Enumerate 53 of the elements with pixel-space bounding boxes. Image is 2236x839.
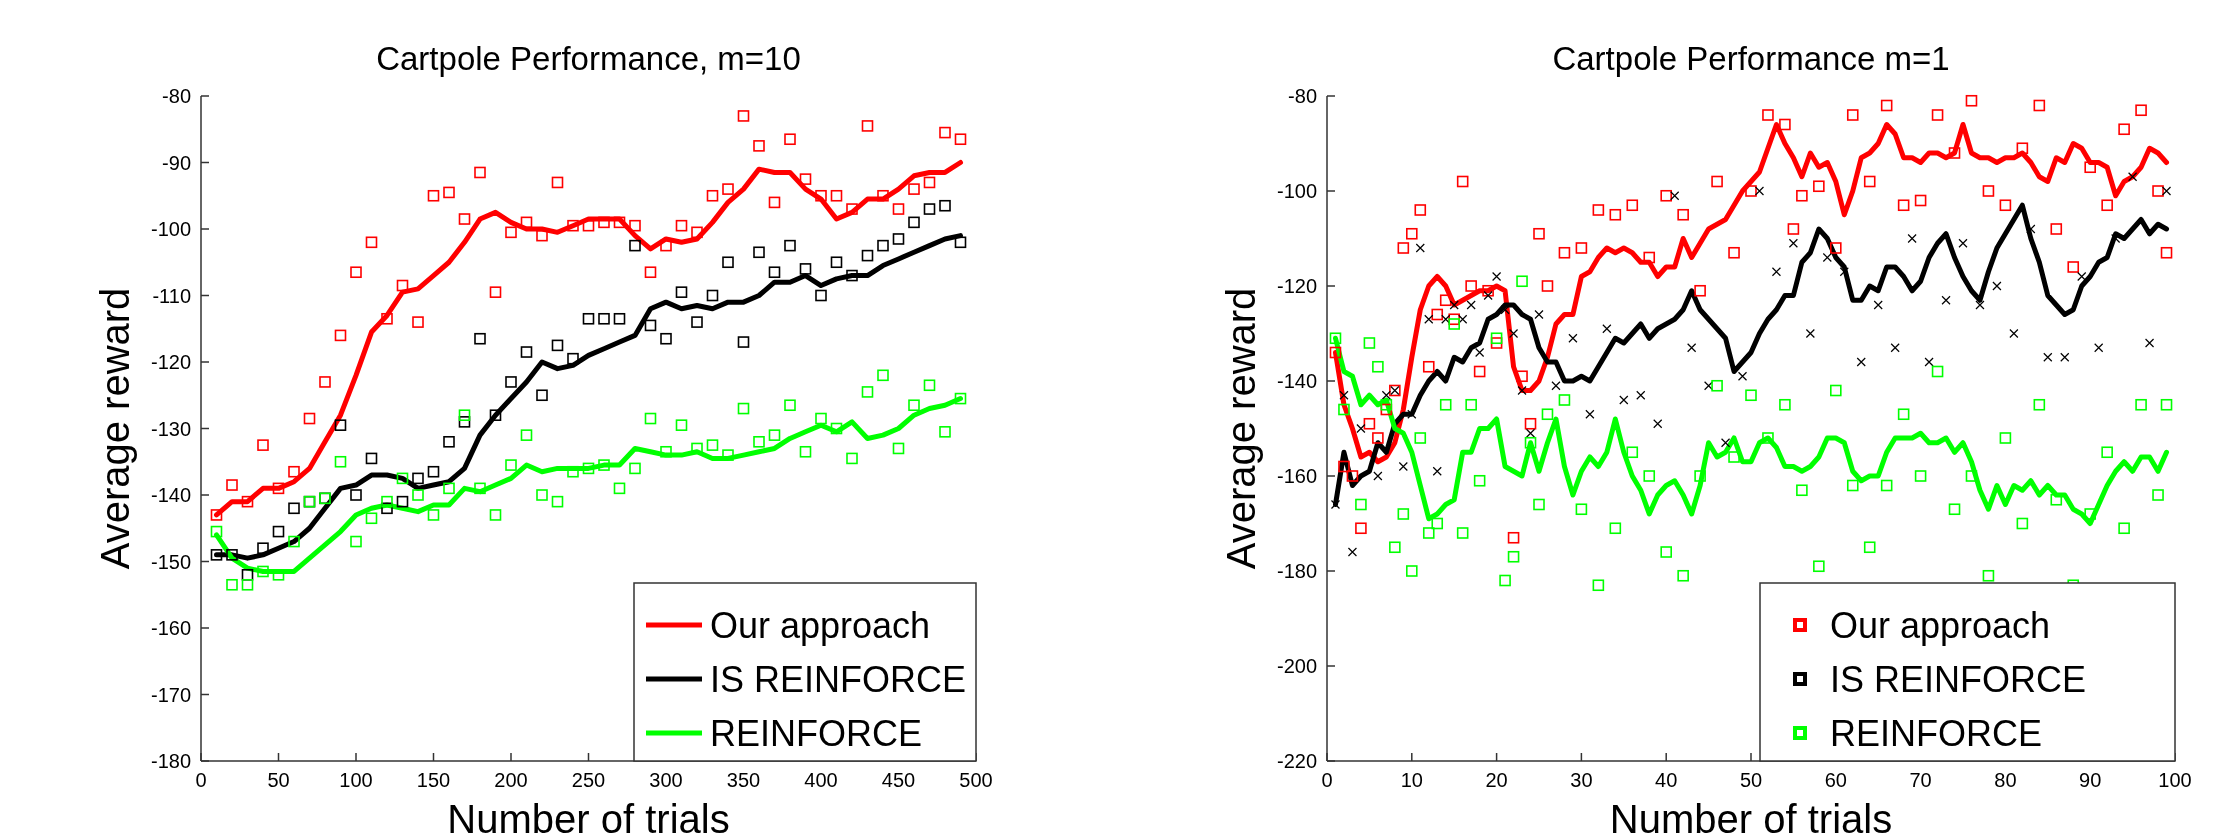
x-tick-label: 250 [571, 769, 606, 791]
x-tick-label: 70 [1909, 769, 1932, 791]
x-tick-label: 20 [1485, 769, 1508, 791]
x-tick-label: 300 [649, 769, 683, 791]
x-tick-label: 150 [416, 769, 451, 791]
x-axis-title: Number of trials [447, 797, 730, 839]
x-tick-label: 400 [804, 769, 838, 791]
y-tick-label: -220 [1276, 750, 1317, 772]
y-tick-label: -180 [150, 750, 191, 772]
legend-label: IS REINFORCE [710, 659, 967, 700]
y-tick-label: -120 [1276, 275, 1317, 297]
y-tick-label: -100 [150, 218, 191, 240]
y-tick-label: -160 [1276, 465, 1317, 487]
y-tick-label: -180 [1276, 560, 1317, 582]
x-tick-label: 30 [1570, 769, 1593, 791]
legend-label: REINFORCE [710, 713, 923, 754]
x-tick-label: 40 [1655, 769, 1678, 791]
chart-title: Cartpole Performance m=1 [1552, 40, 1950, 77]
x-tick-label: 10 [1400, 769, 1423, 791]
x-tick-label: 50 [1739, 769, 1763, 791]
x-tick-label: 60 [1824, 769, 1847, 791]
y-tick-label: -80 [1288, 85, 1317, 107]
legend-label: IS REINFORCE [1830, 659, 2087, 700]
y-axis-title: Average reward [1219, 287, 1263, 570]
y-tick-label: -140 [1276, 370, 1317, 392]
y-tick-label: -120 [150, 351, 191, 373]
x-tick-label: 50 [267, 769, 290, 791]
y-tick-label: -150 [150, 550, 191, 573]
y-tick-label: -110 [152, 284, 191, 307]
y-tick-label: -140 [150, 484, 191, 506]
y-tick-label: -90 [162, 151, 191, 174]
chart-title: Cartpole Performance, m=10 [376, 40, 801, 77]
legend-label: Our approach [1830, 605, 2051, 646]
x-tick-label: 200 [494, 769, 528, 791]
y-tick-label: -100 [1276, 180, 1317, 202]
y-tick-label: -80 [162, 85, 191, 107]
y-tick-label: -160 [150, 617, 191, 639]
x-tick-label: 80 [1994, 769, 2017, 791]
x-tick-label: 350 [726, 769, 761, 791]
legend-label: Our approach [710, 605, 931, 646]
x-tick-label: 450 [881, 769, 916, 791]
x-tick-label: 500 [959, 769, 993, 791]
legend-label: REINFORCE [1830, 713, 2043, 754]
y-tick-label: -130 [150, 417, 191, 440]
y-tick-label: -200 [1276, 655, 1317, 677]
x-axis-title: Number of trials [1609, 797, 1893, 839]
y-tick-label: -170 [150, 683, 191, 706]
x-tick-label: 100 [2158, 769, 2192, 791]
x-tick-label: 100 [339, 769, 373, 791]
x-tick-label: 0 [195, 769, 207, 791]
x-tick-label: 0 [1321, 769, 1333, 791]
x-tick-label: 90 [2079, 769, 2102, 791]
y-axis-title: Average reward [93, 287, 137, 570]
